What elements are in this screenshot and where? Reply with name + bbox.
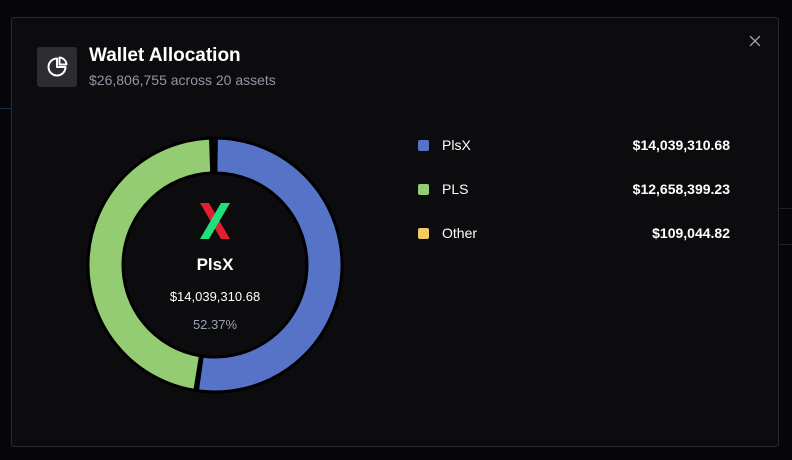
wallet-allocation-modal: Wallet Allocation $26,806,755 across 20 … (11, 17, 779, 447)
legend-item[interactable]: Other $109,044.82 (418, 211, 730, 255)
modal-subtitle: $26,806,755 across 20 assets (89, 72, 276, 88)
center-asset-percent: 52.37% (192, 317, 238, 332)
allocation-donut-chart: PlsX $14,039,310.68 52.37% (85, 135, 345, 395)
legend-label: Other (442, 225, 478, 241)
donut-slice-other[interactable] (211, 136, 218, 175)
legend-label: PlsX (442, 137, 471, 153)
donut-slice-pls[interactable] (86, 136, 214, 393)
backdrop-divider (0, 108, 12, 109)
legend-swatch (418, 183, 429, 195)
legend-label: PLS (442, 181, 469, 197)
legend-item[interactable]: PLS $12,658,399.23 (418, 167, 730, 211)
legend-swatch (418, 139, 429, 151)
close-icon[interactable] (749, 35, 761, 47)
modal-title: Wallet Allocation (89, 45, 241, 66)
legend-value: $14,039,310.68 (632, 137, 730, 153)
legend-item[interactable]: PlsX $14,039,310.68 (418, 123, 730, 167)
donut-svg (86, 136, 344, 394)
donut-slice-plsx[interactable] (195, 136, 344, 394)
legend-value: $109,044.82 (652, 225, 730, 241)
legend-swatch (418, 227, 429, 239)
close-button[interactable] (746, 32, 764, 50)
legend-value: $12,658,399.23 (632, 181, 730, 197)
backdrop-divider (779, 244, 792, 245)
plsx-logo (200, 203, 230, 239)
pie-chart-icon (37, 47, 77, 87)
backdrop-divider (779, 208, 792, 209)
center-asset-value: $14,039,310.68 (169, 289, 261, 304)
center-asset-name: PlsX (196, 255, 234, 274)
chart-legend: PlsX $14,039,310.68 PLS $12,658,399.23 O… (418, 123, 730, 255)
